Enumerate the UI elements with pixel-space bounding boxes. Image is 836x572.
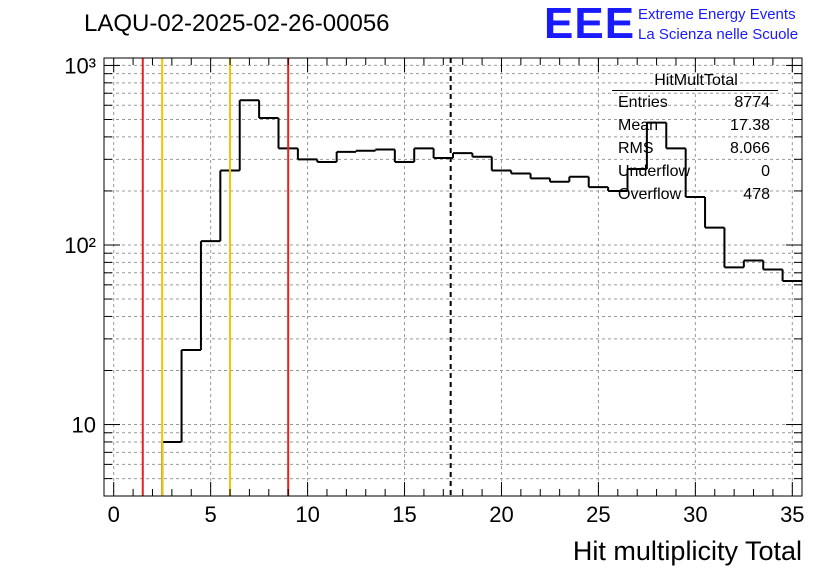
histogram-bin bbox=[180, 349, 201, 442]
eee-logo: EEE bbox=[544, 0, 636, 48]
stats-row-mean: Mean 17.38 bbox=[618, 117, 770, 135]
histogram-bin bbox=[704, 197, 725, 229]
histogram-bin bbox=[723, 227, 744, 269]
y-tick-label: 10 bbox=[72, 413, 96, 438]
histogram-bin bbox=[626, 167, 647, 191]
plot-title: LAQU-02-2025-02-26-00056 bbox=[84, 10, 390, 37]
stats-box-title: HitMultTotal bbox=[654, 72, 738, 89]
stats-value: 478 bbox=[743, 186, 770, 203]
x-tick-label: 25 bbox=[586, 502, 610, 527]
x-tick-label: 0 bbox=[108, 502, 120, 527]
histogram-bin bbox=[413, 147, 434, 162]
histogram-bin bbox=[471, 153, 492, 158]
histogram-bin bbox=[393, 149, 415, 163]
stats-label: Mean bbox=[618, 117, 659, 134]
stats-label: Entries bbox=[618, 94, 668, 111]
y-tick-label: 10² bbox=[64, 233, 96, 258]
x-tick-label: 5 bbox=[205, 502, 217, 527]
x-axis-label: Hit multiplicity Total bbox=[573, 536, 802, 566]
stats-label: RMS bbox=[618, 140, 654, 157]
x-tick-label: 10 bbox=[295, 502, 319, 527]
x-tick-label: 30 bbox=[683, 502, 707, 527]
histogram-bin bbox=[452, 152, 473, 159]
histogram-bin bbox=[742, 259, 764, 268]
histogram-bin bbox=[258, 100, 279, 119]
stats-row-underflow: Underflow 0 bbox=[618, 163, 770, 181]
x-tick-label: 35 bbox=[780, 502, 804, 527]
histogram-bin bbox=[335, 150, 357, 162]
histogram-bin bbox=[296, 148, 318, 161]
histogram-bin bbox=[238, 99, 260, 171]
logo-line-1: Extreme Energy Events bbox=[638, 6, 796, 23]
marker-lines bbox=[141, 58, 452, 496]
stats-value: 0 bbox=[761, 163, 770, 180]
stats-row-rms: RMS 8.066 bbox=[618, 140, 770, 158]
stats-label: Overflow bbox=[618, 186, 682, 203]
histogram-bin bbox=[645, 121, 667, 169]
stats-value: 17.38 bbox=[729, 117, 770, 134]
histogram-bin bbox=[199, 240, 221, 351]
histogram-bin bbox=[355, 149, 376, 152]
x-tick-label: 20 bbox=[489, 502, 513, 527]
logo-line-2: La Scienza nelle Scuole bbox=[638, 26, 799, 43]
stats-value: 8774 bbox=[734, 94, 770, 111]
histogram-bin bbox=[781, 269, 802, 283]
histogram-bin bbox=[490, 156, 512, 172]
histogram-bin bbox=[568, 175, 589, 182]
histogram-bin bbox=[510, 170, 531, 175]
grid-lines bbox=[104, 58, 802, 497]
histogram-bin bbox=[161, 440, 182, 496]
histogram-bin bbox=[529, 173, 550, 180]
histogram-bin bbox=[316, 159, 337, 163]
plot-frame bbox=[103, 57, 803, 497]
histogram-bin bbox=[607, 187, 628, 192]
histogram-bin bbox=[548, 178, 570, 183]
stats-label: Underflow bbox=[618, 163, 691, 180]
y-tick-label: 10³ bbox=[64, 53, 96, 78]
x-tick-label: 15 bbox=[392, 502, 416, 527]
histogram-bin bbox=[762, 260, 783, 271]
stats-box-divider bbox=[612, 90, 778, 91]
stats-row-overflow: Overflow 478 bbox=[618, 186, 770, 204]
stats-value: 8.066 bbox=[729, 140, 770, 157]
axes: 0 5 10 15 20 25 30 35 10 10² 10³ Hit multiplicity T… bbox=[64, 53, 804, 566]
histogram-bin bbox=[684, 148, 706, 199]
histogram-bin bbox=[665, 122, 686, 150]
histogram-bin bbox=[587, 176, 609, 189]
stats-row-entries: Entries 8774 bbox=[618, 94, 770, 112]
histogram-bin bbox=[374, 148, 395, 151]
